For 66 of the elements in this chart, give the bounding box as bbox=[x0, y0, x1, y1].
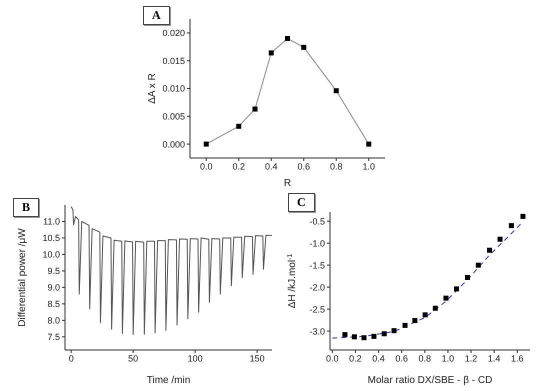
y-tick-label: 0.005 bbox=[162, 111, 185, 122]
point bbox=[371, 334, 376, 339]
x-tick-label: 1.0 bbox=[442, 353, 454, 364]
x-tick-label: 0.0 bbox=[326, 353, 339, 364]
x-tick-label: 50 bbox=[128, 353, 138, 364]
y-axis-title: ΔA x R bbox=[147, 73, 158, 104]
point bbox=[412, 318, 418, 324]
point bbox=[422, 312, 428, 318]
point bbox=[382, 331, 387, 336]
y-tick-label: -1.0 bbox=[309, 238, 325, 248]
y-tick-label: -1.5 bbox=[309, 260, 325, 270]
point bbox=[361, 335, 366, 340]
point bbox=[402, 322, 408, 328]
point bbox=[476, 262, 481, 268]
line-series bbox=[332, 221, 524, 339]
point bbox=[454, 286, 459, 292]
x-axis-title: Time /min bbox=[146, 375, 190, 386]
y-tick-label: 9.0 bbox=[47, 282, 60, 293]
y-axis-title: Differential power /μW bbox=[17, 228, 28, 327]
x-tick-label: 1.0 bbox=[362, 161, 376, 172]
x-tick-label: 0.0 bbox=[200, 161, 213, 172]
y-tick-label: -3.0 bbox=[309, 326, 325, 336]
point bbox=[498, 236, 503, 242]
x-axis-title: R bbox=[284, 178, 292, 189]
y-tick-label: 11.0 bbox=[43, 216, 60, 227]
y-tick-label: -2.0 bbox=[309, 282, 325, 292]
point bbox=[520, 214, 526, 219]
y-tick-label: 0.020 bbox=[162, 28, 185, 38]
y-tick-label: 10.0 bbox=[42, 250, 60, 260]
point bbox=[443, 296, 448, 301]
text: A bbox=[143, 6, 170, 25]
point bbox=[342, 332, 348, 338]
x-axis-title: Molar ratio DX/SBE - β - CD bbox=[368, 375, 492, 386]
x-tick-label: 1.4 bbox=[488, 353, 500, 364]
text: C bbox=[288, 193, 315, 212]
text: B bbox=[13, 198, 40, 217]
x-tick-label: 0.8 bbox=[330, 161, 343, 172]
x-tick-label: 100 bbox=[188, 353, 203, 364]
x-tick-label: 0.2 bbox=[232, 161, 246, 172]
y-tick-label: 9.5 bbox=[47, 266, 60, 276]
y-tick-label: 0.015 bbox=[162, 56, 185, 66]
y-tick-label: 10.5 bbox=[42, 233, 60, 244]
y-tick-label: -0.5 bbox=[309, 216, 325, 226]
x-tick-label: 0 bbox=[68, 353, 74, 364]
line-series bbox=[70, 206, 272, 336]
point bbox=[432, 306, 438, 311]
x-tick-label: 150 bbox=[250, 353, 265, 364]
y-tick-label: 0.000 bbox=[162, 139, 185, 150]
point bbox=[352, 334, 357, 340]
y-tick-label: 8.0 bbox=[47, 316, 60, 326]
x-tick-label: 0.8 bbox=[418, 353, 432, 364]
point bbox=[508, 223, 514, 228]
x-tick-label: 0.6 bbox=[395, 353, 408, 364]
x-tick-label: 0.4 bbox=[264, 161, 278, 172]
x-tick-label: 1.6 bbox=[511, 353, 524, 364]
x-tick-label: 1.2 bbox=[464, 353, 478, 364]
point bbox=[392, 328, 397, 334]
y-tick-label: 7.5 bbox=[47, 332, 60, 342]
y-tick-label: 8.5 bbox=[47, 299, 60, 310]
y-tick-label: -2.5 bbox=[309, 304, 325, 314]
y-tick-label: 0.010 bbox=[162, 84, 185, 94]
point bbox=[464, 274, 470, 280]
x-tick-label: 0.2 bbox=[349, 353, 362, 364]
point bbox=[487, 248, 492, 253]
x-tick-label: 0.6 bbox=[297, 161, 310, 172]
x-tick-label: 0.4 bbox=[372, 353, 385, 364]
